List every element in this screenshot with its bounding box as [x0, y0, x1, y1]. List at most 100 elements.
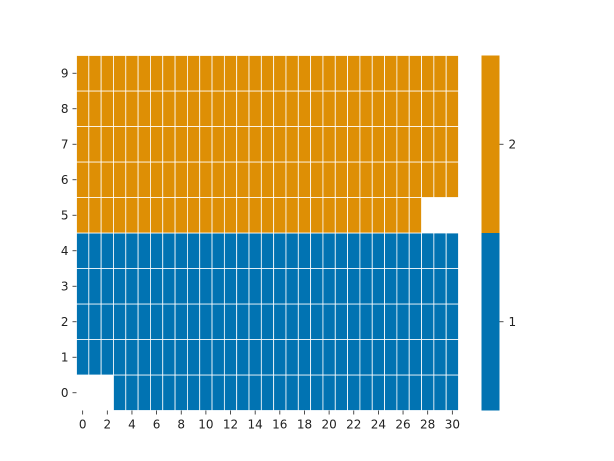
x-tick-label-24: 24 [371, 418, 386, 432]
cell-19-7 [310, 126, 324, 163]
cell-30-0 [445, 374, 459, 411]
cell-14-9 [248, 55, 262, 92]
cell-16-2 [273, 303, 287, 340]
cell-10-8 [199, 90, 213, 127]
cell-9-8 [187, 90, 201, 127]
y-tick-label-1: 1 [61, 350, 69, 364]
cell-0-2 [76, 303, 90, 340]
cell-2-3 [100, 268, 114, 305]
cell-25-9 [384, 55, 398, 92]
cell-27-1 [408, 339, 422, 376]
cell-21-9 [334, 55, 348, 92]
cell-27-9 [408, 55, 422, 92]
cell-25-2 [384, 303, 398, 340]
cell-21-1 [334, 339, 348, 376]
cell-7-9 [162, 55, 176, 92]
cell-3-6 [113, 161, 127, 198]
cell-7-5 [162, 197, 176, 234]
cell-23-6 [359, 161, 373, 198]
cell-0-5 [76, 197, 90, 234]
cell-21-3 [334, 268, 348, 305]
cell-5-1 [137, 339, 151, 376]
cell-29-8 [433, 90, 447, 127]
cell-13-5 [236, 197, 250, 234]
cell-18-1 [297, 339, 312, 376]
cell-0-6 [76, 161, 90, 198]
cell-14-6 [248, 161, 262, 198]
cell-8-1 [174, 339, 188, 376]
cell-24-5 [371, 197, 385, 234]
y-tick-label-4: 4 [61, 244, 69, 258]
cell-16-1 [273, 339, 287, 376]
cell-20-7 [322, 126, 336, 163]
cell-2-2 [100, 303, 114, 340]
cell-0-3 [76, 268, 90, 305]
cell-29-2 [433, 303, 447, 340]
cell-15-2 [260, 303, 275, 340]
x-tick-label-4: 4 [128, 418, 136, 432]
cell-0-1 [76, 339, 90, 376]
cell-30-9 [445, 55, 459, 92]
cell-11-3 [211, 268, 225, 305]
cell-23-3 [359, 268, 373, 305]
colorbar-label-2: 2 [509, 137, 517, 151]
cell-12-5 [223, 197, 238, 234]
cell-23-7 [359, 126, 373, 163]
cell-17-2 [285, 303, 299, 340]
x-tick-label-26: 26 [395, 418, 410, 432]
cell-25-0 [384, 374, 398, 411]
cell-21-7 [334, 126, 348, 163]
cell-29-7 [433, 126, 447, 163]
cell-9-9 [187, 55, 201, 92]
cell-6-9 [150, 55, 164, 92]
cell-22-5 [347, 197, 361, 234]
cell-6-7 [150, 126, 164, 163]
cell-22-0 [347, 374, 361, 411]
cell-9-3 [187, 268, 201, 305]
y-tick-label-9: 9 [61, 66, 69, 80]
cell-12-6 [223, 161, 238, 198]
cell-26-7 [396, 126, 410, 163]
cell-17-6 [285, 161, 299, 198]
cell-7-8 [162, 90, 176, 127]
cell-29-6 [433, 161, 447, 198]
cell-20-0 [322, 374, 336, 411]
cell-7-0 [162, 374, 176, 411]
cell-29-1 [433, 339, 447, 376]
cell-19-8 [310, 90, 324, 127]
cell-5-4 [137, 232, 151, 269]
cell-10-7 [199, 126, 213, 163]
x-tick-label-10: 10 [198, 418, 213, 432]
cell-18-4 [297, 232, 312, 269]
cell-8-3 [174, 268, 188, 305]
cell-22-3 [347, 268, 361, 305]
cell-13-7 [236, 126, 250, 163]
cell-22-2 [347, 303, 361, 340]
cell-16-6 [273, 161, 287, 198]
x-tick-label-6: 6 [153, 418, 161, 432]
cell-25-8 [384, 90, 398, 127]
cell-3-0 [113, 374, 127, 411]
cell-9-6 [187, 161, 201, 198]
cell-9-1 [187, 339, 201, 376]
cell-28-1 [421, 339, 435, 376]
cell-26-8 [396, 90, 410, 127]
cell-10-6 [199, 161, 213, 198]
cell-16-3 [273, 268, 287, 305]
cell-26-3 [396, 268, 410, 305]
cell-1-5 [88, 197, 102, 234]
cell-1-7 [88, 126, 102, 163]
cell-28-7 [421, 126, 435, 163]
cell-27-2 [408, 303, 422, 340]
x-tick-label-12: 12 [223, 418, 238, 432]
y-tick-label-7: 7 [61, 137, 69, 151]
cell-21-5 [334, 197, 348, 234]
cell-1-3 [88, 268, 102, 305]
cell-30-4 [445, 232, 459, 269]
cell-7-7 [162, 126, 176, 163]
cell-26-5 [396, 197, 410, 234]
cell-22-6 [347, 161, 361, 198]
cell-4-1 [125, 339, 139, 376]
cell-26-2 [396, 303, 410, 340]
cell-22-4 [347, 232, 361, 269]
